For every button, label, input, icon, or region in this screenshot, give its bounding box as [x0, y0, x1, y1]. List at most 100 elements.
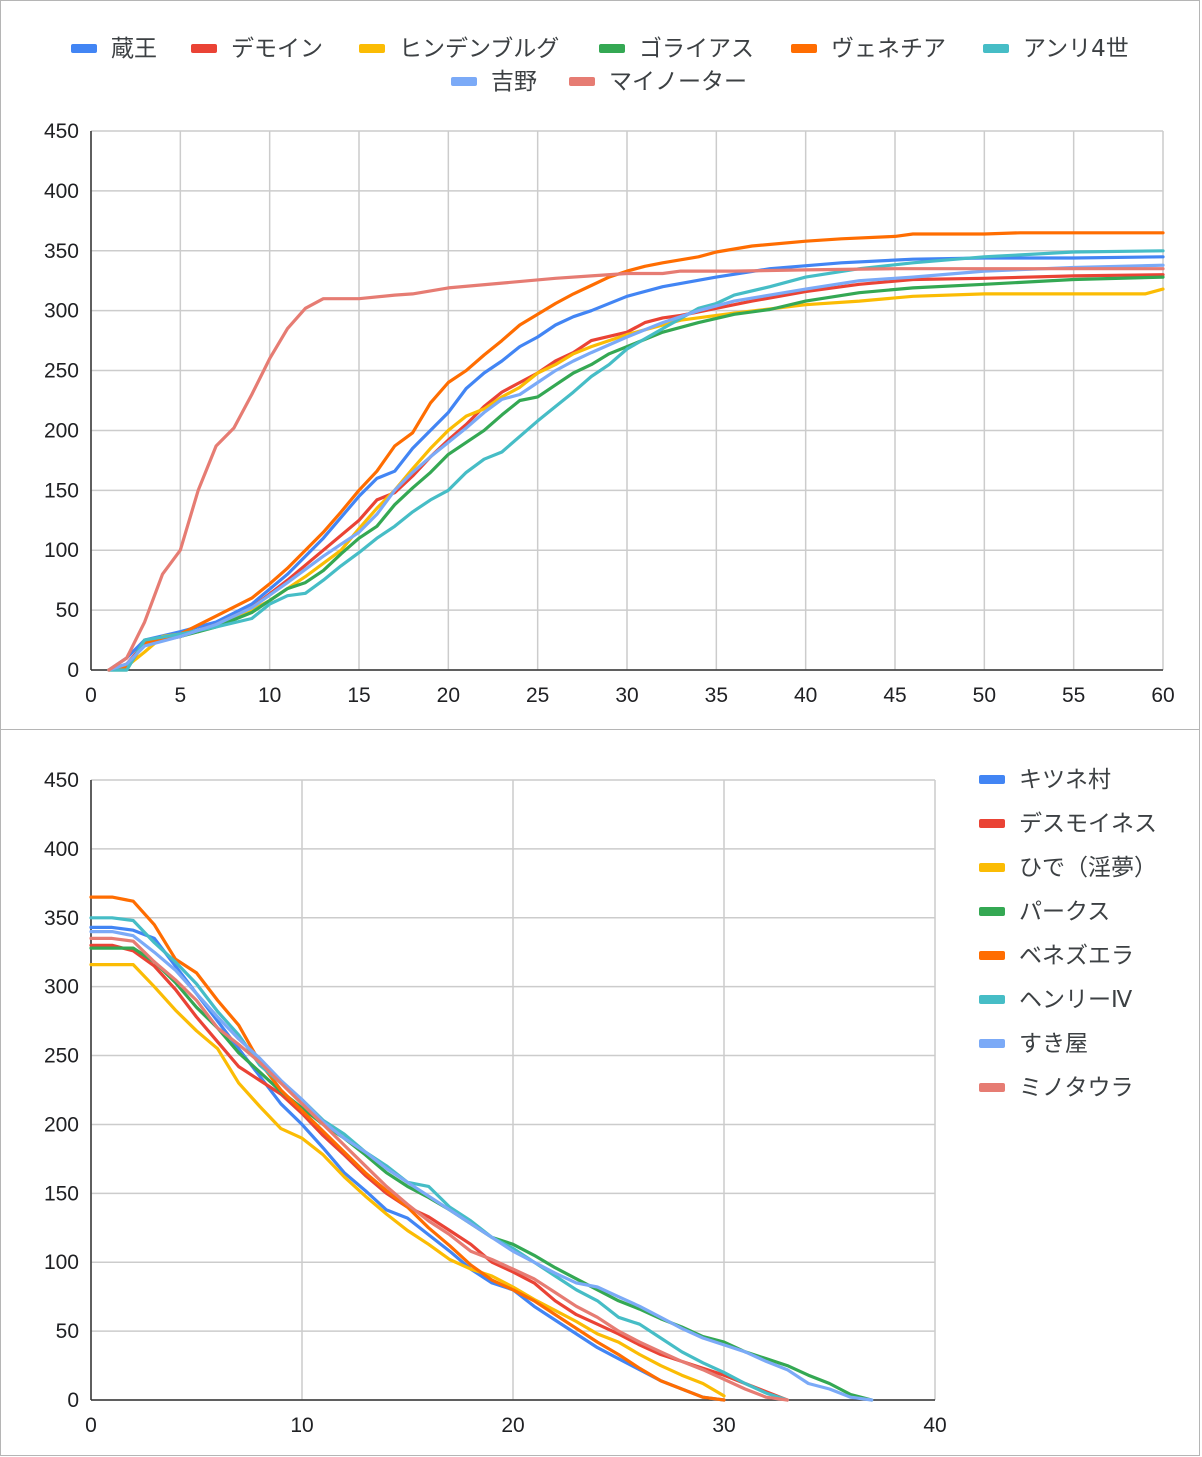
legend-label: ヴェネチア: [831, 36, 946, 62]
x-tick-label: 30: [615, 684, 638, 707]
gridlines: [90, 130, 1164, 671]
legend-item[interactable]: ベネズエラ: [979, 943, 1134, 969]
y-tick-label: 350: [44, 907, 79, 930]
x-tick-label: 50: [973, 684, 996, 707]
y-tick-label: 450: [44, 120, 79, 143]
legend-item[interactable]: 吉野: [451, 69, 537, 95]
legend-swatch: [191, 44, 217, 53]
y-tick-label: 50: [56, 1320, 79, 1343]
series-line: [107, 287, 1165, 672]
y-tick-label: 250: [44, 1045, 79, 1068]
x-tick-label: 25: [526, 684, 549, 707]
legend-swatch: [451, 77, 477, 86]
x-tick-label: 60: [1151, 684, 1174, 707]
legend-label: ひで（淫夢）: [1019, 855, 1157, 881]
series-line: [89, 930, 874, 1402]
series-line: [89, 936, 789, 1402]
series-lines: [89, 895, 874, 1402]
series-line: [107, 263, 1165, 672]
legend-item[interactable]: デモイン: [191, 36, 323, 62]
legend-swatch: [979, 775, 1005, 784]
legend-label: キツネ村: [1019, 767, 1111, 793]
x-tick-label: 45: [883, 684, 906, 707]
series-line: [107, 249, 1165, 672]
chart-top-svg: 0 5 10 15 20 25 30 35 40 45 50 55 60 0 50 100 150 200 250 3…: [44, 36, 1175, 707]
y-tick-label: 200: [44, 419, 79, 442]
x-tick-label: 30: [712, 1414, 735, 1437]
legend-item[interactable]: キツネ村: [979, 767, 1111, 793]
legend-swatch: [979, 863, 1005, 872]
legend-item[interactable]: ゴライアス: [599, 36, 754, 62]
series-line: [89, 895, 726, 1402]
legend-label: パークス: [1019, 899, 1110, 925]
y-tick-label: 200: [44, 1113, 79, 1136]
legend-swatch: [979, 819, 1005, 828]
x-tick-label: 40: [923, 1414, 946, 1437]
x-tick-label: 0: [85, 684, 97, 707]
y-tick-label: 400: [44, 180, 79, 203]
y-tick-label: 150: [44, 479, 79, 502]
series-line: [107, 275, 1165, 672]
chart-panel-top: 0 5 10 15 20 25 30 35 40 45 50 55 60 0 50 100 150 200 250 3…: [0, 0, 1200, 730]
x-tick-label: 40: [794, 684, 817, 707]
x-tick-label: 35: [705, 684, 728, 707]
y-tick-label: 300: [44, 300, 79, 323]
series-line: [89, 925, 726, 1402]
legend-swatch: [979, 1083, 1005, 1092]
legend-swatch: [599, 44, 625, 53]
y-tick-label: 100: [44, 539, 79, 562]
y-tick-label: 350: [44, 240, 79, 263]
legend-swatch: [791, 44, 817, 53]
legend-swatch: [979, 995, 1005, 1004]
legend-item[interactable]: デスモイネス: [979, 811, 1157, 837]
legend-item[interactable]: 蔵王: [71, 36, 157, 62]
legend-swatch: [359, 44, 385, 53]
legend-item[interactable]: ひで（淫夢）: [979, 855, 1157, 881]
x-tick-label: 20: [501, 1414, 524, 1437]
y-tick-label: 100: [44, 1251, 79, 1274]
legend-item[interactable]: ヴェネチア: [791, 36, 946, 62]
gridlines: [90, 779, 936, 1401]
series-lines: [107, 231, 1165, 672]
legend-label: デスモイネス: [1019, 811, 1157, 837]
x-tick-label: 15: [347, 684, 370, 707]
x-tick-label: 10: [258, 684, 281, 707]
x-tick-label: 10: [290, 1414, 313, 1437]
legend-item[interactable]: ヒンデンブルグ: [359, 36, 559, 62]
legend-label: マイノーター: [609, 69, 747, 95]
x-tick-label: 0: [85, 1414, 97, 1437]
legend-item[interactable]: マイノーター: [569, 69, 747, 95]
y-tick-label: 0: [67, 1389, 79, 1412]
y-tick-label: 0: [67, 659, 79, 682]
legend-swatch: [71, 44, 97, 53]
legend-label: デモイン: [231, 36, 323, 62]
series-line: [89, 963, 726, 1398]
legend-swatch: [983, 44, 1009, 53]
legend-item[interactable]: パークス: [979, 899, 1110, 925]
legend-label: ゴライアス: [639, 36, 754, 62]
legend-label: 吉野: [491, 69, 537, 95]
y-tick-label: 400: [44, 838, 79, 861]
y-tick-label: 50: [56, 599, 79, 622]
legend-item[interactable]: すき屋: [979, 1031, 1088, 1057]
legend-label: すき屋: [1019, 1031, 1088, 1057]
y-tick-label: 250: [44, 360, 79, 383]
tick-labels: 0 5 10 15 20 25 30 35 40 45 50 55 60 0 50 100 150 200 250 3…: [44, 120, 1175, 707]
y-tick-label: 150: [44, 1182, 79, 1205]
x-tick-label: 55: [1062, 684, 1085, 707]
chart-panel-bottom: 0 10 20 30 40 0 50 100 150 200 250 300 350 400 450 キツネ村…: [0, 729, 1200, 1456]
x-tick-label: 20: [437, 684, 460, 707]
legend-swatch: [979, 1039, 1005, 1048]
x-tick-label: 5: [174, 684, 186, 707]
legend-item[interactable]: ミノタウラ: [979, 1075, 1134, 1101]
legend-label: アンリ4世: [1023, 36, 1129, 62]
legend-item[interactable]: ヘンリーⅣ: [979, 987, 1133, 1013]
legend-label: ベネズエラ: [1019, 943, 1134, 969]
legend-swatch: [979, 951, 1005, 960]
legend-item[interactable]: アンリ4世: [983, 36, 1129, 62]
